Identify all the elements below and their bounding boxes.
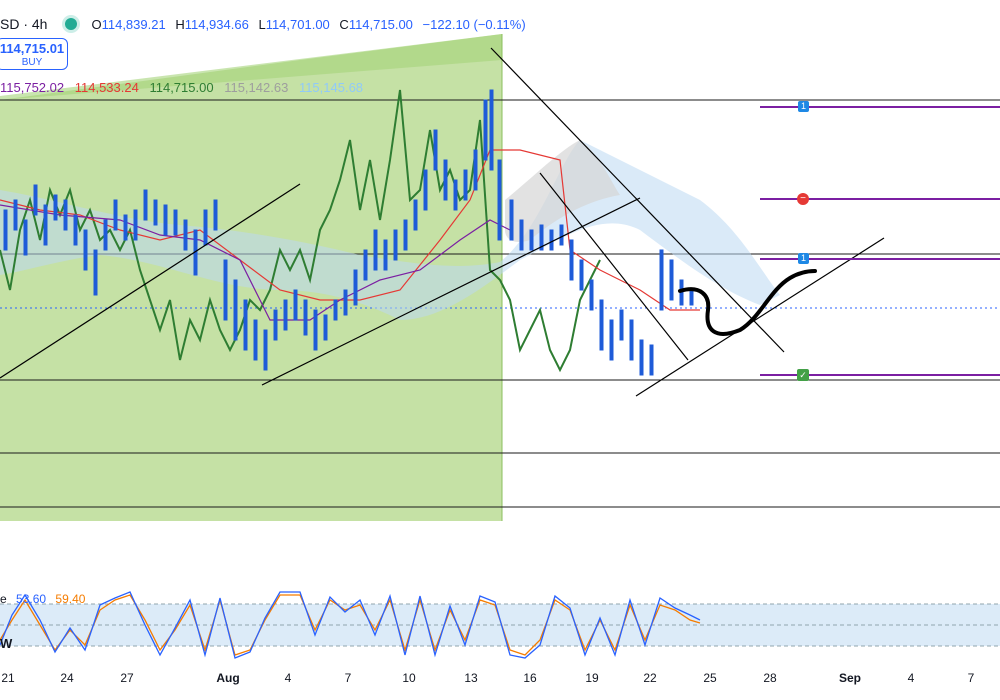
ohlc-readout: O114,839.21 H114,934.66 L114,701.00 C114… — [91, 16, 526, 32]
change-value: −122.10 (−0.11%) — [422, 16, 526, 32]
stoch-marker: W — [0, 636, 13, 651]
ichimoku-value-5: 115,145.68 — [298, 80, 364, 95]
candlesticks — [3, 89, 694, 376]
tenkan-line — [0, 149, 700, 311]
stoch-k-value: 53.60 — [16, 592, 47, 606]
check-flag-icon[interactable]: ✓ — [797, 369, 809, 381]
stoch-levels — [0, 603, 1000, 647]
x-tick: 4 — [907, 671, 915, 685]
ichimoku-value-3: 114,715.00 — [149, 80, 214, 95]
x-tick: 16 — [523, 671, 537, 685]
x-tick: 7 — [967, 671, 975, 685]
high-value: 114,934.66 — [184, 16, 249, 32]
buy-button[interactable]: 114,715.01 BUY — [0, 38, 68, 70]
horizontal-levels — [0, 99, 1000, 508]
alert-flag-1[interactable]: 1 — [798, 101, 809, 112]
highlight-zone-top — [0, 34, 502, 100]
ichimoku-cloud-grey — [505, 140, 620, 242]
buy-label: BUY — [21, 57, 43, 68]
ichimoku-value-1: 115,752.02 — [0, 80, 65, 95]
stoch-label: e — [0, 592, 7, 606]
close-value: 114,715.00 — [348, 16, 413, 32]
x-tick: 22 — [643, 671, 657, 685]
market-status-icon — [65, 18, 78, 30]
low-value: 114,701.00 — [265, 16, 330, 32]
x-tick: Sep — [838, 671, 862, 685]
x-tick: 28 — [763, 671, 777, 685]
projection-curve — [678, 269, 817, 336]
buy-price: 114,715.01 — [0, 41, 65, 56]
x-tick: 7 — [344, 671, 352, 685]
x-tick: 27 — [120, 671, 134, 685]
x-tick: 21 — [1, 671, 15, 685]
x-tick: 24 — [60, 671, 74, 685]
x-tick: Aug — [216, 671, 240, 685]
x-tick: 25 — [703, 671, 717, 685]
symbol-label[interactable]: SD · 4h — [0, 16, 48, 32]
chikou-span — [0, 89, 601, 373]
x-tick: 13 — [464, 671, 478, 685]
stop-flag-icon[interactable]: − — [797, 193, 809, 205]
x-tick: 19 — [585, 671, 599, 685]
open-value: 114,839.21 — [101, 16, 166, 32]
ichimoku-value-2: 114,533.24 — [74, 80, 139, 95]
x-tick: 4 — [284, 671, 292, 685]
stochastic-legend: e 53.60 59.40 — [0, 592, 91, 606]
stoch-k-line — [0, 591, 701, 659]
x-tick: 10 — [402, 671, 416, 685]
alert-flag-2[interactable]: 1 — [798, 253, 809, 264]
stoch-d-value: 59.40 — [55, 592, 86, 606]
ichimoku-value-4: 115,142.63 — [224, 80, 289, 95]
ichimoku-legend: 115,752.02 114,533.24 114,715.00 115,142… — [0, 80, 370, 95]
trendlines — [0, 47, 885, 397]
stoch-d-line — [0, 594, 701, 656]
symbol-header: SD · 4h O114,839.21 H114,934.66 L114,701… — [0, 12, 532, 36]
